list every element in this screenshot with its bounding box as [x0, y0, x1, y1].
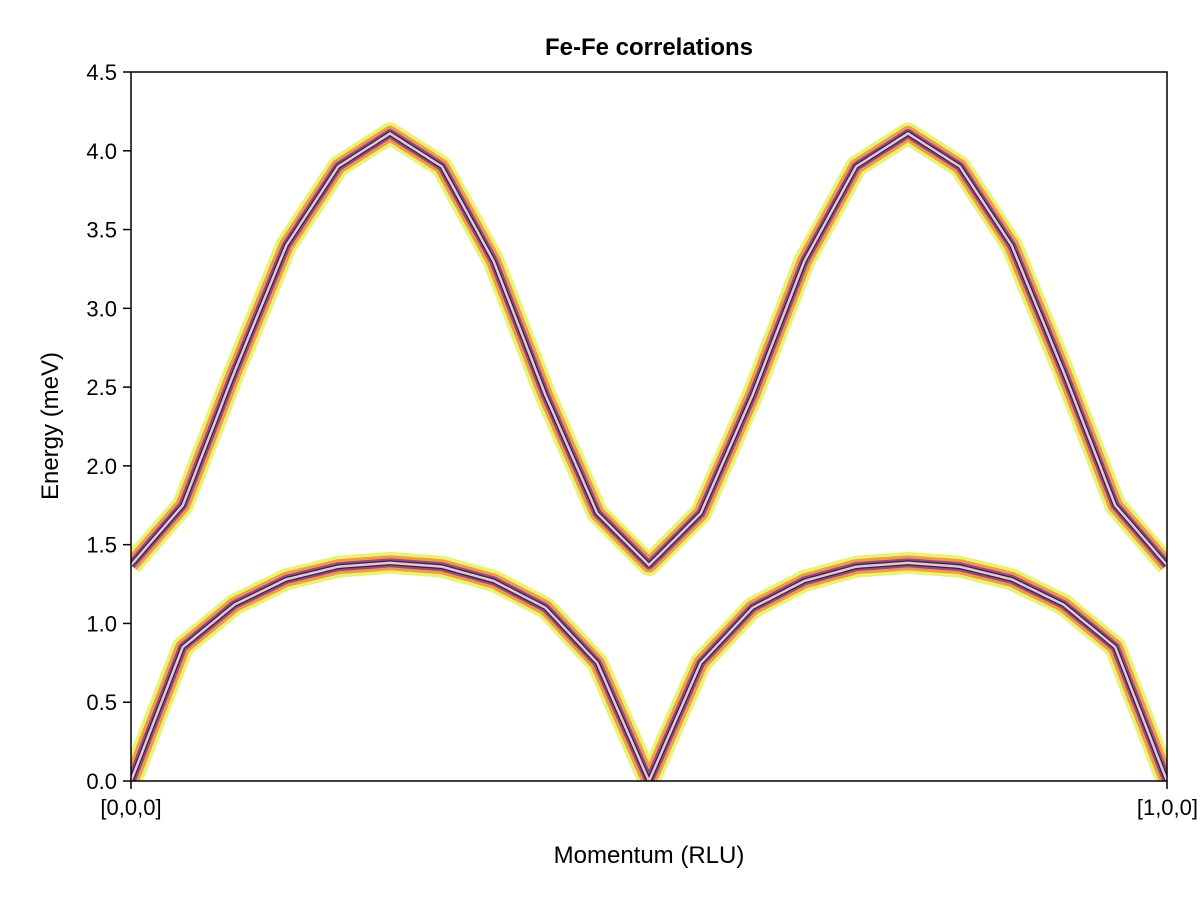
band-mid-1	[131, 558, 1167, 781]
y-tick-label-3: 1.5	[86, 533, 117, 558]
y-tick-label-9: 4.5	[86, 60, 117, 85]
band-edge-0	[131, 122, 1167, 577]
x-axis-label: Momentum (RLU)	[554, 842, 745, 869]
x-tick-label-0: [0,0,0]	[100, 795, 161, 820]
band-mid-0	[131, 128, 1167, 570]
chart-title: Fe-Fe correlations	[545, 34, 753, 61]
x-axis: [0,0,0] [1,0,0]	[100, 781, 1198, 820]
y-tick-label-1: 0.5	[86, 690, 117, 715]
y-tick-label-8: 4.0	[86, 139, 117, 164]
band-low-1	[131, 555, 1167, 781]
y-tick-label-0: 0.0	[86, 769, 117, 794]
y-tick-label-4: 2.0	[86, 454, 117, 479]
y-tick-label-5: 2.5	[86, 375, 117, 400]
y-axis: 0.0 0.5 1.0 1.5 2.0 2.5 3.0 3.5 4.0 4.5	[86, 60, 131, 794]
x-tick-label-1: [1,0,0]	[1137, 795, 1198, 820]
dispersion-lines	[131, 131, 1167, 781]
y-tick-label-7: 3.5	[86, 218, 117, 243]
heatmap-layer	[131, 122, 1167, 781]
band-core-0	[131, 130, 1167, 568]
y-tick-label-6: 3.0	[86, 296, 117, 321]
band-edge-1	[131, 551, 1167, 781]
y-axis-label: Energy (meV)	[37, 352, 64, 500]
band-core-1	[131, 560, 1167, 781]
band-low-0	[131, 125, 1167, 573]
dispersion-line-1	[131, 561, 1167, 781]
dispersion-line-0	[131, 131, 1167, 567]
y-tick-label-2: 1.0	[86, 611, 117, 636]
plot-frame	[130, 71, 1168, 782]
